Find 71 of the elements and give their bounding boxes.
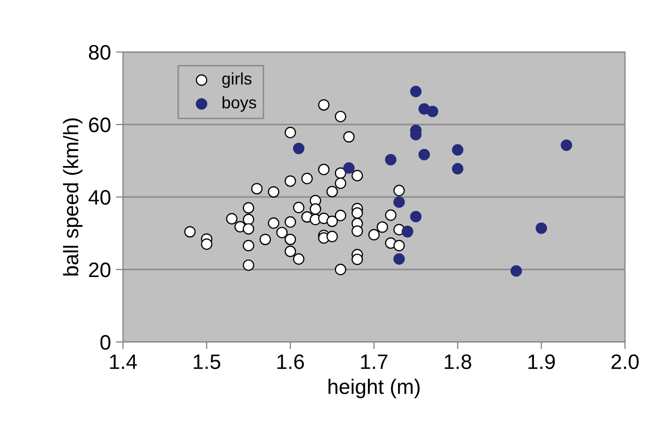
point bbox=[393, 253, 405, 265]
point bbox=[510, 265, 522, 277]
y-tick-label: 40 bbox=[88, 190, 110, 205]
x-tick-label: 1.6 bbox=[277, 354, 304, 370]
point bbox=[242, 214, 254, 226]
point bbox=[326, 186, 338, 198]
point bbox=[334, 178, 346, 189]
x-tick-label: 1.4 bbox=[110, 354, 137, 369]
y-tick-label: 0 bbox=[100, 335, 110, 350]
point bbox=[318, 99, 330, 111]
point bbox=[385, 209, 396, 221]
point bbox=[352, 207, 363, 219]
point bbox=[326, 230, 338, 242]
point bbox=[276, 226, 288, 238]
point bbox=[410, 210, 422, 222]
x-tick-label: 2.0 bbox=[612, 354, 639, 370]
point bbox=[200, 238, 212, 250]
point bbox=[334, 210, 346, 222]
y-axis-title: ball speed (km/h) bbox=[63, 118, 82, 276]
point bbox=[352, 170, 363, 182]
point bbox=[452, 144, 464, 156]
point bbox=[242, 240, 254, 252]
point bbox=[292, 202, 304, 214]
point bbox=[310, 203, 322, 215]
point bbox=[334, 110, 346, 122]
point bbox=[284, 175, 296, 187]
point bbox=[301, 172, 313, 184]
point bbox=[226, 213, 238, 224]
point bbox=[376, 221, 388, 233]
point bbox=[334, 264, 346, 276]
point bbox=[242, 259, 254, 271]
point bbox=[352, 225, 363, 237]
y-tick-label: 80 bbox=[88, 45, 110, 60]
point bbox=[393, 184, 405, 196]
point bbox=[242, 223, 254, 235]
point bbox=[242, 202, 254, 214]
point bbox=[292, 142, 304, 154]
legend-label: girls bbox=[222, 72, 252, 88]
point bbox=[284, 246, 296, 258]
point bbox=[560, 139, 572, 151]
point bbox=[426, 106, 438, 118]
point bbox=[393, 240, 405, 252]
point bbox=[352, 254, 363, 266]
point bbox=[343, 162, 355, 174]
point bbox=[343, 131, 355, 143]
point bbox=[368, 228, 380, 240]
point bbox=[536, 222, 548, 234]
point bbox=[292, 253, 304, 265]
point bbox=[393, 196, 405, 208]
point bbox=[410, 86, 422, 98]
point bbox=[284, 216, 296, 228]
y-tick-label: 60 bbox=[89, 118, 110, 132]
point bbox=[284, 126, 296, 138]
x-tick-label: 1.5 bbox=[194, 354, 220, 370]
point bbox=[326, 216, 338, 227]
point bbox=[418, 148, 430, 160]
legend-label: boys bbox=[222, 96, 256, 112]
point bbox=[268, 186, 280, 198]
point bbox=[184, 226, 196, 238]
point bbox=[385, 154, 396, 166]
point bbox=[318, 164, 330, 176]
x-axis-title: height (m) bbox=[328, 378, 420, 398]
point bbox=[251, 182, 263, 194]
point bbox=[284, 234, 296, 246]
x-tick-label: 1.7 bbox=[361, 354, 388, 369]
y-tick-label: 20 bbox=[89, 262, 110, 278]
x-tick-label: 1.8 bbox=[444, 354, 472, 370]
x-tick-label: 1.9 bbox=[528, 354, 555, 370]
point bbox=[260, 234, 271, 246]
point bbox=[452, 163, 464, 174]
point bbox=[268, 217, 280, 229]
